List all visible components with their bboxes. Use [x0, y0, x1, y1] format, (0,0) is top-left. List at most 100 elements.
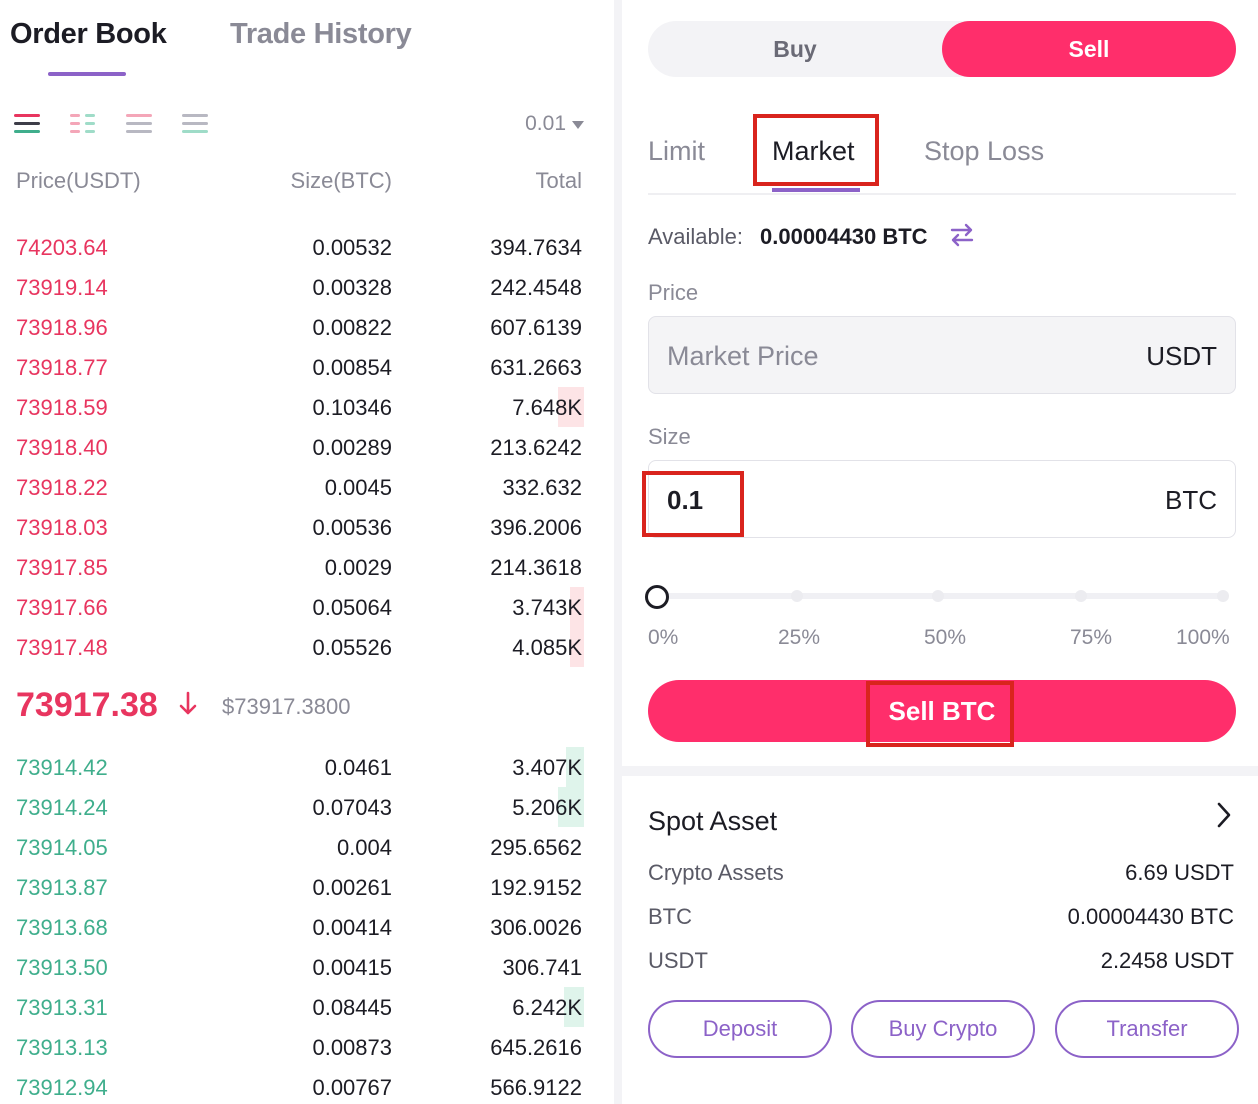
- order-type-limit[interactable]: Limit: [648, 136, 706, 166]
- row-size: 0.0461: [324, 755, 392, 780]
- price-placeholder: Market Price: [667, 341, 819, 371]
- row-size: 0.00873: [312, 1035, 392, 1060]
- trade-panel: Buy Sell Limit Market Stop Loss Availabl…: [622, 0, 1258, 1104]
- row-size: 0.05526: [312, 635, 392, 660]
- slider-label: 75%: [1070, 626, 1113, 649]
- ask-row[interactable]: 73918.96 0.00822 607.6139: [0, 307, 584, 347]
- depth-bar: [558, 787, 584, 827]
- row-total: 192.9152: [490, 875, 582, 900]
- asset-value-usdt: 2.2458 USDT: [1100, 948, 1234, 973]
- row-total: 306.741: [502, 955, 582, 980]
- bid-row[interactable]: 73912.94 0.00767 566.9122: [0, 1067, 584, 1104]
- bid-row[interactable]: 73914.42 0.0461 3.407K: [0, 747, 584, 787]
- last-price: 73917.38: [16, 686, 158, 724]
- slider-step-75[interactable]: [1075, 590, 1087, 602]
- row-total: 3.743K: [512, 595, 582, 620]
- chevron-down-icon[interactable]: [572, 121, 584, 129]
- row-size: 0.00822: [312, 315, 392, 340]
- transfer-swap-icon[interactable]: [948, 221, 976, 249]
- row-total: 4.085K: [512, 635, 582, 660]
- bid-row[interactable]: 73914.05 0.004 295.6562: [0, 827, 584, 867]
- row-total: 394.7634: [490, 235, 582, 260]
- precision-select[interactable]: 0.01: [525, 112, 566, 135]
- slider-step-100[interactable]: [1217, 590, 1229, 602]
- buy-crypto-button[interactable]: Buy Crypto: [851, 1000, 1035, 1058]
- order-type-divider: [648, 193, 1236, 195]
- slider-step-50[interactable]: [932, 590, 944, 602]
- row-total: 607.6139: [490, 315, 582, 340]
- tab-order-book[interactable]: Order Book: [10, 18, 167, 50]
- bid-row[interactable]: 73914.24 0.07043 5.206K: [0, 787, 584, 827]
- depth-bar: [570, 587, 584, 627]
- ask-row[interactable]: 73918.22 0.0045 332.632: [0, 467, 584, 507]
- panel-divider: [614, 0, 622, 1104]
- ask-row[interactable]: 73917.85 0.0029 214.3618: [0, 547, 584, 587]
- size-unit: BTC: [1165, 485, 1217, 515]
- ask-row[interactable]: 73919.14 0.00328 242.4548: [0, 267, 584, 307]
- row-size: 0.00532: [312, 235, 392, 260]
- size-input[interactable]: 0.1 BTC: [648, 460, 1236, 538]
- buy-tab-button[interactable]: Buy: [773, 36, 817, 62]
- ask-row[interactable]: 73918.59 0.10346 7.648K: [0, 387, 584, 427]
- row-price: 73918.22: [16, 475, 108, 500]
- available-label: Available:: [648, 224, 743, 249]
- column-header-size: Size(BTC): [290, 168, 392, 193]
- row-price: 74203.64: [16, 235, 108, 260]
- slider-step-25[interactable]: [791, 590, 803, 602]
- order-type-market[interactable]: Market: [772, 136, 855, 166]
- bid-row[interactable]: 73913.87 0.00261 192.9152: [0, 867, 584, 907]
- row-price: 73913.87: [16, 875, 108, 900]
- bid-row[interactable]: 73913.50 0.00415 306.741: [0, 947, 584, 987]
- price-input[interactable]: Market Price USDT: [648, 316, 1236, 394]
- chevron-right-icon[interactable]: [1214, 800, 1234, 830]
- row-price: 73914.24: [16, 795, 108, 820]
- row-size: 0.10346: [312, 395, 392, 420]
- tab-trade-history[interactable]: Trade History: [230, 18, 412, 50]
- depth-bar: [570, 627, 584, 667]
- row-total: 566.9122: [490, 1075, 582, 1100]
- row-total: 332.632: [502, 475, 582, 500]
- view-grid-icon[interactable]: [70, 112, 96, 136]
- row-size: 0.00415: [312, 955, 392, 980]
- row-size: 0.00536: [312, 515, 392, 540]
- column-header-total: Total: [535, 168, 582, 193]
- sell-tab-button[interactable]: Sell: [942, 21, 1236, 77]
- order-type-stop-loss[interactable]: Stop Loss: [924, 136, 1045, 166]
- row-total: 306.0026: [490, 915, 582, 940]
- view-both-icon[interactable]: [14, 112, 40, 136]
- available-value: 0.00004430 BTC: [760, 224, 928, 249]
- transfer-button[interactable]: Transfer: [1055, 1000, 1239, 1058]
- ask-row[interactable]: 73918.77 0.00854 631.2663: [0, 347, 584, 387]
- row-size: 0.00854: [312, 355, 392, 380]
- spot-asset-title[interactable]: Spot Asset: [648, 806, 778, 836]
- ask-row[interactable]: 73917.66 0.05064 3.743K: [0, 587, 584, 627]
- ask-row[interactable]: 73918.03 0.00536 396.2006: [0, 507, 584, 547]
- row-price: 73917.66: [16, 595, 108, 620]
- arrow-down-icon: [179, 691, 197, 715]
- slider-label: 25%: [778, 626, 821, 649]
- asset-label-crypto: Crypto Assets: [648, 860, 784, 885]
- view-asks-icon[interactable]: [126, 112, 152, 136]
- bid-row[interactable]: 73913.13 0.00873 645.2616: [0, 1027, 584, 1067]
- deposit-button[interactable]: Deposit: [648, 1000, 832, 1058]
- sell-btc-button[interactable]: Sell BTC: [648, 680, 1236, 742]
- row-price: 73918.40: [16, 435, 108, 460]
- slider-label: 0%: [648, 626, 679, 649]
- ask-row[interactable]: 73917.48 0.05526 4.085K: [0, 627, 584, 667]
- bid-row[interactable]: 73913.68 0.00414 306.0026: [0, 907, 584, 947]
- row-price: 73919.14: [16, 275, 108, 300]
- bid-row[interactable]: 73913.31 0.08445 6.242K: [0, 987, 584, 1027]
- row-size: 0.00289: [312, 435, 392, 460]
- row-total: 631.2663: [490, 355, 582, 380]
- row-price: 73914.42: [16, 755, 108, 780]
- view-bids-icon[interactable]: [182, 112, 208, 136]
- row-price: 73917.85: [16, 555, 108, 580]
- row-price: 73917.48: [16, 635, 108, 660]
- ask-row[interactable]: 74203.64 0.00532 394.7634: [0, 227, 584, 267]
- side-toggle: Buy Sell: [648, 21, 1236, 77]
- ask-row[interactable]: 73918.40 0.00289 213.6242: [0, 427, 584, 467]
- row-size: 0.0045: [324, 475, 392, 500]
- size-slider-handle[interactable]: [645, 585, 669, 609]
- row-size: 0.004: [336, 835, 392, 860]
- asset-label-btc: BTC: [648, 904, 692, 929]
